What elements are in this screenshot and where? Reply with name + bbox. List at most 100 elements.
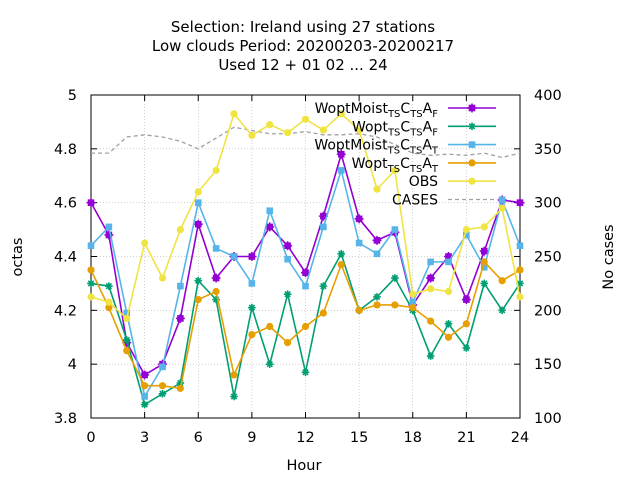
legend-entry: WoptMoistTSCTSAF <box>315 101 496 120</box>
y2-tick-label: 200 <box>534 303 562 319</box>
legend-label: WoptMoistTSCTSAT <box>314 138 439 157</box>
y-tick-label: 4.6 <box>54 196 77 212</box>
data-point <box>248 330 256 339</box>
y2-tick-label: 250 <box>534 250 562 266</box>
data-point <box>194 295 202 304</box>
series-group <box>86 110 525 409</box>
data-point <box>337 250 346 258</box>
data-point <box>480 258 488 266</box>
x-tick-label: 18 <box>404 430 422 446</box>
data-point <box>301 368 310 377</box>
data-point <box>427 317 435 325</box>
data-point <box>158 382 167 390</box>
data-point <box>212 245 220 252</box>
legend-marker <box>468 141 476 148</box>
data-point <box>123 314 131 323</box>
title-line-2: Low clouds Period: 20200203-20200217 <box>152 37 454 55</box>
y-tick-label: 4.8 <box>54 142 77 158</box>
legend-marker <box>468 159 476 167</box>
data-point <box>498 196 506 204</box>
y2-tick-label: 100 <box>534 411 562 427</box>
legend-entry: WoptTSCTSAF <box>352 119 496 138</box>
data-point <box>498 306 506 315</box>
data-point <box>266 207 274 215</box>
data-point <box>177 282 184 290</box>
data-point <box>266 121 274 129</box>
y-tick-label: 3.8 <box>54 411 77 427</box>
data-point <box>498 204 506 212</box>
data-point <box>445 258 452 266</box>
data-point <box>301 115 310 123</box>
data-point <box>373 185 381 193</box>
legend: WoptMoistTSCTSAFWoptTSCTSAFWoptMoistTSCT… <box>314 101 496 209</box>
data-point <box>194 276 203 285</box>
data-point <box>140 400 149 409</box>
x-tick-label: 21 <box>457 430 475 446</box>
data-point <box>355 126 363 134</box>
data-point <box>337 110 345 118</box>
data-point <box>87 266 95 274</box>
data-point <box>480 279 489 288</box>
data-point <box>87 293 95 301</box>
data-point <box>426 273 436 283</box>
data-point <box>498 277 506 285</box>
data-point <box>409 304 417 312</box>
y-axis-label: octas <box>10 238 26 277</box>
data-point <box>284 255 291 263</box>
data-point <box>516 266 524 274</box>
data-point <box>211 273 221 283</box>
data-point <box>516 242 524 250</box>
data-point <box>355 306 363 314</box>
data-point <box>105 304 113 312</box>
data-point <box>461 295 471 305</box>
tick-labels: 0 3 6 9 12 15 18 21 24 3.8 4 4.2 4.4 4.6 4.8 5 100 150 200… <box>54 88 562 446</box>
data-point <box>319 126 327 134</box>
data-point <box>409 290 417 298</box>
y2-axis-label: No cases <box>601 224 617 289</box>
data-point <box>176 225 184 234</box>
legend-entry: WoptMoistTSCTSAT <box>314 138 496 157</box>
title-line-3: Used 12 + 01 02 ... 24 <box>218 56 387 74</box>
x-tick-label: 6 <box>194 430 203 446</box>
data-point <box>212 287 220 296</box>
legend-label: WoptMoistTSCTSAF <box>315 101 439 120</box>
y-tick-label: 4.4 <box>54 250 77 266</box>
y2-tick-label: 150 <box>534 357 562 373</box>
data-point <box>212 166 220 174</box>
series-4 <box>87 110 524 323</box>
data-point <box>248 280 256 287</box>
data-point <box>266 322 274 331</box>
data-point <box>141 239 149 247</box>
data-point <box>105 298 113 306</box>
y2-tick-label: 350 <box>534 142 562 158</box>
y-tick-label: 5 <box>68 88 77 104</box>
data-point <box>122 336 131 344</box>
data-point <box>336 149 346 159</box>
data-point <box>373 250 381 258</box>
data-point <box>265 222 275 232</box>
data-point <box>104 230 114 240</box>
data-point <box>337 167 345 174</box>
data-point <box>301 268 310 278</box>
data-point <box>516 293 524 301</box>
cases-line <box>91 126 521 159</box>
data-point <box>87 242 95 250</box>
data-point <box>462 344 471 352</box>
data-point <box>302 282 309 290</box>
legend-label: CASES <box>392 193 438 209</box>
data-point <box>515 198 525 208</box>
data-point <box>159 363 166 371</box>
legend-entry: OBS <box>409 174 496 190</box>
data-point <box>176 384 184 392</box>
data-point <box>320 223 327 231</box>
legend-marker <box>468 122 476 131</box>
ticks <box>90 94 521 419</box>
data-point <box>230 110 238 118</box>
data-point <box>409 298 417 306</box>
data-point <box>193 219 203 229</box>
data-point <box>480 223 488 231</box>
data-point <box>230 392 238 401</box>
data-point <box>444 287 453 296</box>
legend-entry: WoptTSCTSAT <box>352 156 496 175</box>
